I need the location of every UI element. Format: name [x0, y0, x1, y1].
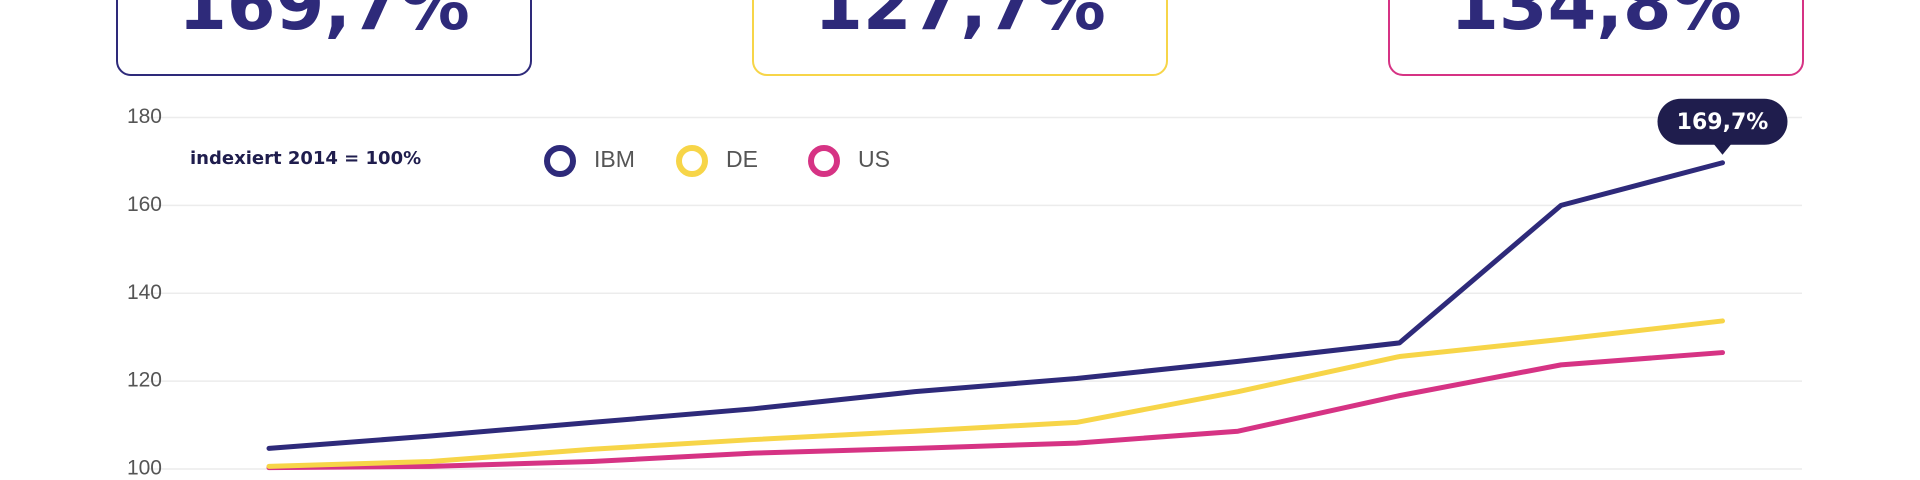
kpi-box — [1388, 0, 1804, 76]
y-tick-label: 140 — [127, 281, 162, 304]
legend-label: DE — [726, 146, 758, 172]
callout-bg — [1657, 98, 1788, 145]
y-tick-label: 160 — [127, 193, 162, 216]
kpi-value: 127,7% — [814, 0, 1106, 46]
annotation: indexiert 2014 = 100% — [190, 148, 421, 169]
kpi-box — [752, 0, 1168, 76]
legend-marker — [676, 145, 708, 177]
kpi-box — [116, 0, 532, 76]
series-line — [266, 160, 1725, 451]
y-tick-label: 120 — [127, 369, 162, 392]
kpi-value: 134,8% — [1450, 0, 1742, 46]
legend-marker — [544, 145, 576, 177]
data-label: 169,7% — [1677, 110, 1769, 135]
legend-label: IBM — [594, 146, 635, 172]
kpi-boxes: 169,7% 127,7% 134,8% — [116, 0, 1804, 76]
legend-marker — [808, 145, 840, 177]
callout-pointer — [1713, 143, 1732, 155]
series-line — [266, 318, 1725, 469]
y-tick-label: 180 — [127, 105, 162, 128]
callout: 169,7% — [1657, 98, 1788, 155]
series-line — [266, 350, 1725, 471]
kpi-value: 169,7% — [178, 0, 470, 46]
y-tick-label: 100 — [127, 457, 162, 480]
legend-label: US — [858, 146, 890, 172]
